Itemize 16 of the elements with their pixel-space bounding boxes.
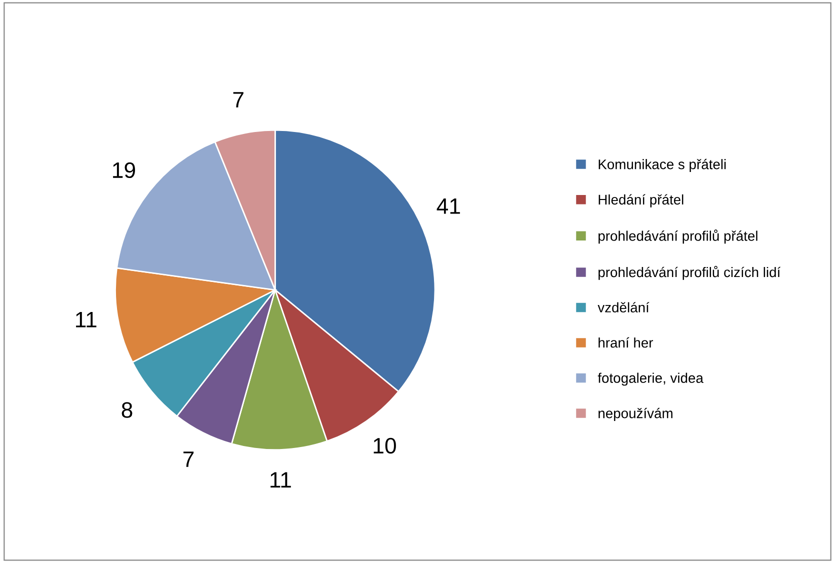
data-label: 41	[436, 198, 460, 214]
legend-label: prohledávání profilů cizích lidí	[598, 266, 781, 280]
data-label: 11	[270, 472, 291, 488]
legend-label: prohledávání profilů přátel	[598, 230, 758, 244]
legend-label: hraní her	[598, 337, 654, 348]
data-label: 7	[183, 452, 194, 467]
legend-label: nepoužívám	[598, 408, 672, 421]
data-label: 11	[76, 312, 96, 328]
data-label: 19	[113, 162, 136, 178]
legend-label: Hledání přátel	[598, 194, 684, 208]
legend-label: fotogalerie, videa	[598, 372, 704, 386]
legend-label: Komunikace s přáteli	[598, 158, 726, 172]
legend-label: vzdělání	[598, 302, 650, 312]
data-label: 8	[122, 402, 132, 418]
data-label: 10	[374, 438, 396, 454]
data-label: 7	[233, 92, 244, 108]
